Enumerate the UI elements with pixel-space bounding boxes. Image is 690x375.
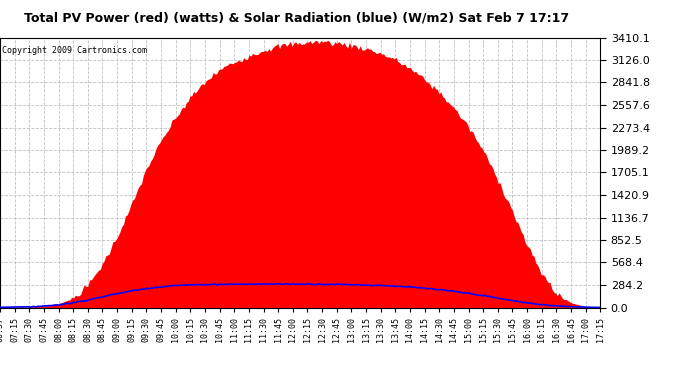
Text: Copyright 2009 Cartronics.com: Copyright 2009 Cartronics.com: [2, 46, 147, 55]
Text: Total PV Power (red) (watts) & Solar Radiation (blue) (W/m2) Sat Feb 7 17:17: Total PV Power (red) (watts) & Solar Rad…: [24, 11, 569, 24]
